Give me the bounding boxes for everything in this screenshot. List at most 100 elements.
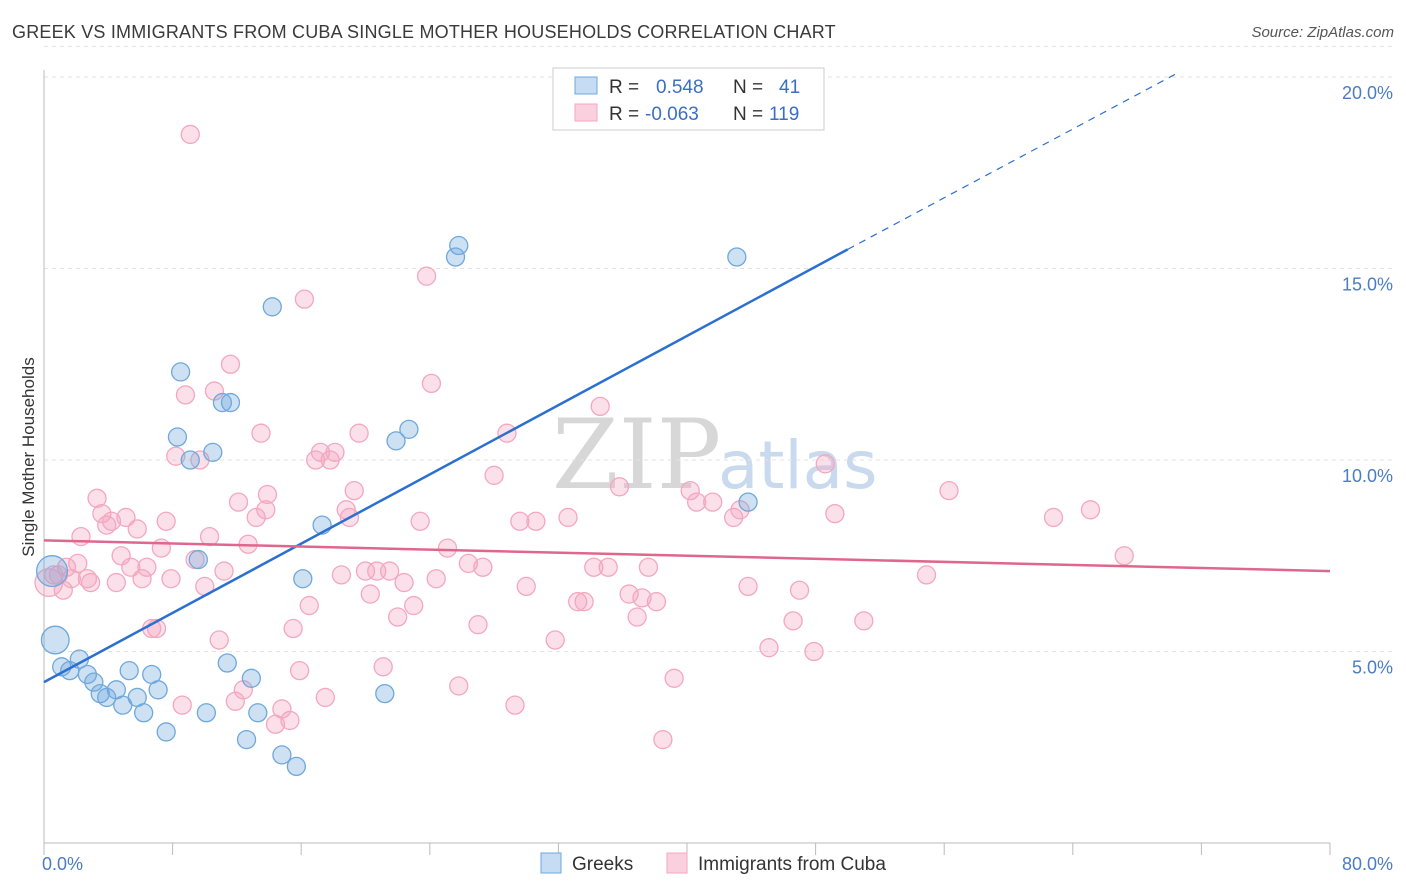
- legend-n-label: N =: [733, 77, 763, 98]
- point-cuba: [80, 572, 101, 593]
- watermark: ZIP atlas: [552, 399, 878, 511]
- bottom-legend: Greeks Immigrants from Cuba: [540, 852, 886, 875]
- x-tick-label-max: 80.0%: [1342, 854, 1393, 874]
- watermark-atlas: atlas: [718, 427, 878, 504]
- point-cuba: [468, 615, 488, 635]
- point-cuba: [166, 446, 186, 466]
- point-greeks: [727, 247, 747, 267]
- point-cuba: [568, 592, 588, 612]
- point-greeks: [445, 247, 466, 267]
- point-cuba: [256, 500, 276, 520]
- point-cuba: [87, 488, 107, 508]
- point-cuba: [686, 492, 707, 512]
- point-greeks: [236, 729, 257, 750]
- point-cuba: [151, 538, 171, 558]
- point-cuba: [638, 557, 659, 577]
- point-cuba: [526, 511, 546, 531]
- point-greeks: [203, 442, 223, 462]
- x-axis-ticks: [43, 843, 1331, 855]
- point-cuba: [257, 484, 278, 505]
- point-cuba: [558, 507, 578, 528]
- point-cuba: [484, 465, 504, 485]
- point-cuba: [161, 569, 181, 589]
- point-cuba: [331, 565, 352, 585]
- point-cuba: [175, 385, 196, 405]
- point-cuba: [609, 477, 630, 497]
- point-cuba: [289, 661, 310, 681]
- point-cuba: [180, 124, 200, 145]
- point-greeks: [248, 703, 268, 723]
- legend-n-label: N =: [733, 104, 763, 125]
- point-cuba: [101, 511, 122, 531]
- point-cuba: [854, 611, 874, 631]
- trend-line-cuba: [43, 539, 1331, 573]
- bottom-legend-swatch-greeks: [540, 852, 562, 874]
- point-cuba: [280, 710, 300, 731]
- point-cuba: [680, 480, 700, 501]
- gridlines: [44, 45, 1392, 652]
- point-greeks: [84, 672, 104, 692]
- point-cuba: [137, 557, 157, 577]
- point-greeks: [217, 653, 237, 673]
- point-cuba: [404, 595, 424, 616]
- point-cuba: [703, 492, 723, 512]
- point-cuba: [789, 580, 810, 600]
- point-greeks: [77, 664, 98, 685]
- point-cuba: [283, 618, 303, 639]
- correlation-legend: R = 0.548 N = 41 R = -0.063 N = 119: [552, 67, 825, 131]
- point-cuba: [68, 553, 88, 574]
- point-greeks: [188, 549, 208, 570]
- point-cuba: [458, 553, 479, 574]
- point-cuba: [220, 354, 241, 374]
- point-cuba: [449, 676, 469, 696]
- point-cuba: [815, 454, 835, 474]
- point-cuba: [299, 595, 319, 616]
- point-greeks: [196, 703, 217, 723]
- point-cuba: [545, 630, 565, 650]
- point-cuba: [355, 561, 376, 581]
- point-cuba: [584, 557, 604, 577]
- point-cuba: [214, 561, 234, 581]
- legend-n-value-greeks: 41: [779, 77, 800, 98]
- legend-swatch-cuba: [574, 103, 598, 122]
- point-cuba: [106, 572, 126, 593]
- legend-r-value-cuba: -0.063: [645, 104, 699, 125]
- point-greeks: [262, 297, 282, 317]
- legend-r-label: R =: [609, 104, 639, 125]
- legend-swatch-greeks: [574, 76, 598, 95]
- point-cuba: [653, 729, 673, 750]
- watermark-zip: ZIP: [552, 399, 721, 511]
- legend-r-label: R =: [609, 77, 639, 98]
- point-cuba: [349, 423, 369, 443]
- point-cuba: [421, 373, 442, 394]
- legend-n-value-cuba: 119: [769, 104, 799, 125]
- point-cuba: [723, 507, 744, 528]
- point-cuba: [209, 630, 229, 650]
- point-greeks: [170, 362, 191, 382]
- point-greeks: [399, 419, 419, 440]
- point-greeks: [97, 687, 117, 708]
- point-cuba: [325, 442, 345, 462]
- point-cuba: [730, 500, 750, 520]
- point-greeks: [148, 680, 168, 700]
- point-cuba: [473, 557, 493, 577]
- point-cuba: [360, 584, 380, 604]
- point-cuba: [939, 480, 959, 501]
- legend-box: [552, 67, 825, 131]
- point-greeks: [212, 392, 233, 413]
- point-greeks: [156, 722, 176, 742]
- point-cuba: [590, 396, 610, 417]
- point-cuba: [387, 607, 408, 627]
- point-cuba: [251, 423, 271, 443]
- point-cuba: [916, 565, 937, 585]
- point-cuba: [310, 442, 331, 462]
- point-cuba: [426, 569, 446, 589]
- point-cuba: [1114, 546, 1134, 566]
- point-cuba: [344, 480, 364, 501]
- x-tick-label-min: 0.0%: [42, 854, 83, 874]
- point-greeks: [386, 431, 406, 451]
- point-cuba: [738, 576, 758, 597]
- point-cuba: [1080, 500, 1101, 520]
- y-tick-label: 10.0%: [1342, 466, 1393, 486]
